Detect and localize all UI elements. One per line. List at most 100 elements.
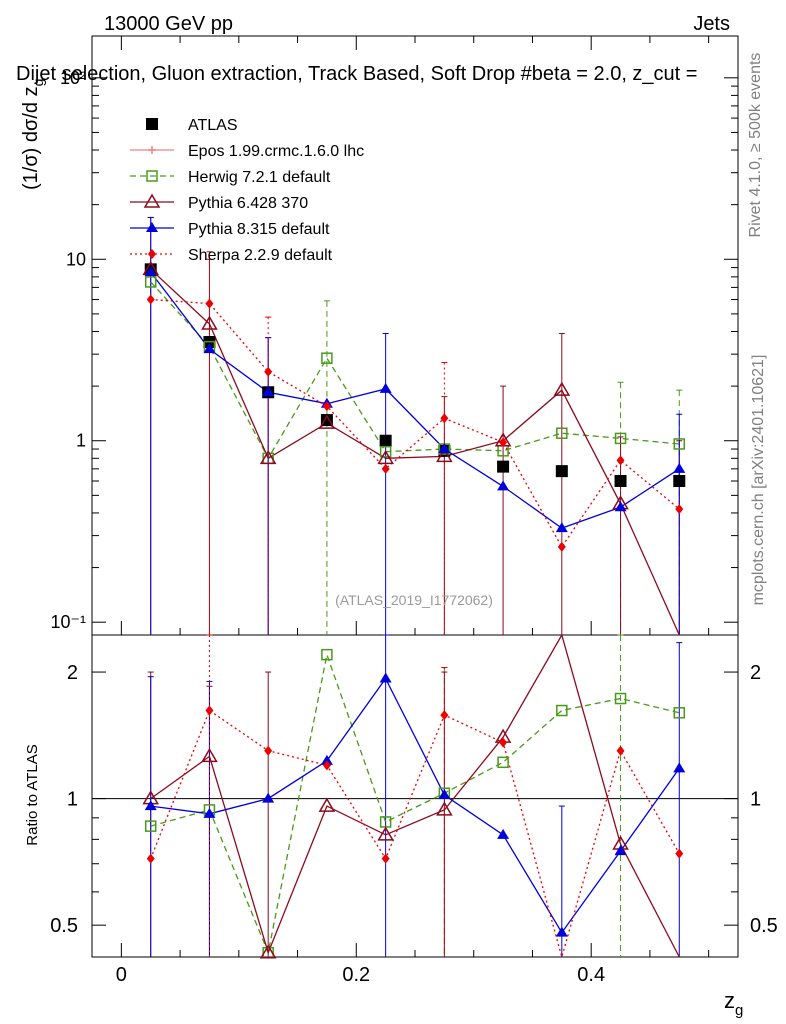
- legend-label-pythia-8-315-default: Pythia 8.315 default: [188, 221, 330, 238]
- pythia-6-428-370-point: [377, 449, 394, 465]
- herwig-7-2-1-default-line: [150, 652, 680, 955]
- sherpa-2-2-9-default-point: [322, 401, 331, 412]
- pythia-8-315-default-point: [614, 501, 627, 512]
- sherpa-2-2-9-default-point: [264, 366, 273, 377]
- rivet-label: Rivet 4.1.0, ≥ 500k events: [747, 53, 764, 238]
- pythia-8-315-default-point: [438, 443, 451, 454]
- herwig-7-2-1-default-point: [144, 820, 157, 832]
- legend-marker-sherpa-2-2-9-default: [148, 249, 156, 259]
- y-tick-label-ratio-right: 0.5: [750, 915, 778, 937]
- x-tick-label: 0.2: [342, 964, 370, 986]
- herwig-7-2-1-default-point: [673, 438, 686, 450]
- y-tick-label-ratio: 1: [67, 789, 78, 811]
- pythia-8-315-default-point: [379, 672, 392, 683]
- watermark: (ATLAS_2019_I1772062): [335, 592, 493, 608]
- y-axis-label-top: (1/σ) dσ/d zg: [20, 79, 46, 190]
- sherpa-2-2-9-default-point: [205, 705, 214, 716]
- atlas-point: [614, 474, 627, 487]
- pythia-8-315-default-point: [262, 792, 275, 803]
- pythia-8-315-default-point: [203, 807, 216, 818]
- pythia-8-315-default-point: [438, 788, 451, 799]
- herwig-7-2-1-default-point: [321, 648, 333, 661]
- legend-marker-atlas: [146, 118, 158, 130]
- pythia-8-315-default-point: [144, 800, 157, 811]
- sherpa-2-2-9-default-point: [557, 541, 566, 552]
- herwig-7-2-1-default-point: [379, 445, 392, 458]
- sherpa-2-2-9-default-point: [499, 737, 508, 748]
- y-tick-label-top: 10: [66, 249, 86, 269]
- herwig-7-2-1-default-point: [144, 276, 157, 288]
- pythia-6-428-370-point: [259, 449, 277, 465]
- herwig-7-2-1-default-point: [321, 352, 333, 364]
- y-tick-label-ratio: 0.5: [50, 915, 78, 937]
- sherpa-2-2-9-default-point: [616, 455, 625, 466]
- pythia-8-315-default-point: [555, 926, 568, 937]
- legend-label-pythia-6-428-370: Pythia 6.428 370: [188, 195, 308, 212]
- pythia-8-315-default-point: [555, 522, 568, 533]
- pythia-6-428-370-point: [201, 315, 218, 330]
- atlas-point: [497, 460, 510, 473]
- y-tick-label-ratio: 2: [67, 662, 78, 684]
- x-axis-label: zg: [724, 988, 743, 1019]
- herwig-7-2-1-default-line: [150, 281, 680, 460]
- pythia-8-315-default-line: [150, 271, 680, 529]
- sherpa-2-2-9-default-point: [440, 710, 449, 721]
- pythia-6-428-370-point: [436, 447, 453, 463]
- pythia-8-315-default-point: [497, 480, 510, 491]
- atlas-point: [320, 414, 333, 427]
- legend-marker-pythia-6-428-370: [143, 193, 161, 208]
- pythia-6-428-370-line: [150, 268, 680, 636]
- herwig-7-2-1-default-point: [673, 707, 686, 719]
- pythia-6-428-370-point: [318, 797, 336, 812]
- pythia-8-315-default-point: [673, 462, 686, 473]
- pythia-8-315-default-point: [497, 828, 510, 839]
- atlas-point: [379, 434, 392, 447]
- sherpa-2-2-9-default-point: [322, 760, 331, 771]
- herwig-7-2-1-default-point: [556, 427, 568, 439]
- pythia-8-315-default-point: [262, 386, 275, 397]
- legend-marker-epos-1-99-crmc-1-6-0-lhc: [148, 146, 156, 154]
- pythia-8-315-default-point: [144, 266, 157, 277]
- y-tick-label-ratio-right: 1: [750, 789, 761, 811]
- pythia-6-428-370-point: [318, 414, 336, 429]
- x-tick-label: 0.4: [577, 964, 605, 986]
- sherpa-2-2-9-default-point: [675, 848, 684, 859]
- pythia-8-315-default-point: [614, 845, 627, 856]
- y-tick-label-top: 10²: [60, 68, 86, 88]
- herwig-7-2-1-default-point: [497, 756, 509, 769]
- legend-marker-pythia-8-315-default: [146, 222, 158, 232]
- sherpa-2-2-9-default-point: [146, 294, 155, 305]
- sherpa-2-2-9-default-point: [616, 745, 625, 756]
- herwig-7-2-1-default-point: [556, 704, 568, 717]
- herwig-7-2-1-default-point: [614, 692, 627, 705]
- sherpa-2-2-9-default-point: [264, 745, 273, 756]
- sherpa-2-2-9-default-line: [150, 709, 680, 960]
- legend-label-epos-1-99-crmc-1-6-0-lhc: Epos 1.99.crmc.1.6.0 lhc: [188, 143, 364, 160]
- plot-title: Dijet selection, Gluon extraction, Track…: [16, 63, 697, 85]
- sherpa-2-2-9-default-point: [381, 463, 390, 474]
- atlas-point: [555, 465, 568, 478]
- mcplots-label: mcplots.cern.ch [arXiv:2401.10621]: [750, 355, 767, 606]
- pythia-6-428-370-point: [436, 801, 453, 816]
- pythia-8-315-default-point: [673, 762, 686, 773]
- header-category: Jets: [693, 13, 730, 35]
- header-energy: 13000 GeV pp: [104, 13, 233, 35]
- pythia-6-428-370-point: [553, 381, 571, 396]
- sherpa-2-2-9-default-point: [381, 853, 390, 864]
- pythia-8-315-default-point: [320, 754, 333, 765]
- pythia-8-315-default-point: [379, 382, 392, 393]
- pythia-8-315-default-point: [203, 343, 216, 354]
- legend-label-sherpa-2-2-9-default: Sherpa 2.2.9 default: [188, 247, 333, 264]
- pythia-8-315-default-line: [150, 677, 680, 934]
- y-tick-label-ratio-right: 2: [750, 662, 761, 684]
- herwig-7-2-1-default-point: [614, 432, 627, 445]
- y-tick-label-top: 1: [76, 431, 86, 451]
- sherpa-2-2-9-default-point: [499, 437, 508, 448]
- pythia-6-428-370-line: [150, 633, 680, 958]
- legend-label-herwig-7-2-1-default: Herwig 7.2.1 default: [188, 169, 331, 186]
- sherpa-2-2-9-default-point: [205, 298, 214, 309]
- sherpa-2-2-9-default-point: [675, 504, 684, 515]
- pythia-6-428-370-point: [201, 747, 218, 763]
- y-axis-label-bottom: Ratio to ATLAS: [24, 744, 41, 845]
